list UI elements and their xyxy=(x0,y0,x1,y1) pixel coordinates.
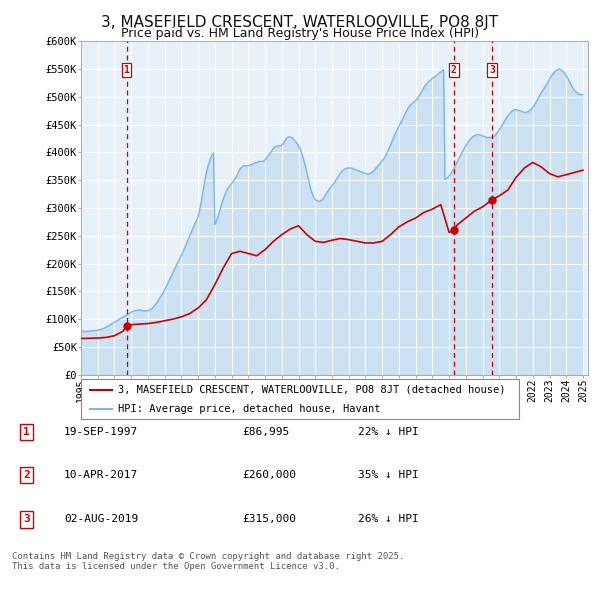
Text: 1: 1 xyxy=(124,65,130,74)
Text: 22% ↓ HPI: 22% ↓ HPI xyxy=(358,427,418,437)
Text: £86,995: £86,995 xyxy=(242,427,290,437)
Text: 3: 3 xyxy=(23,514,30,525)
Text: Contains HM Land Registry data © Crown copyright and database right 2025.
This d: Contains HM Land Registry data © Crown c… xyxy=(12,552,404,571)
Text: 35% ↓ HPI: 35% ↓ HPI xyxy=(358,470,418,480)
Text: 3, MASEFIELD CRESCENT, WATERLOOVILLE, PO8 8JT (detached house): 3, MASEFIELD CRESCENT, WATERLOOVILLE, PO… xyxy=(118,385,506,395)
Text: £315,000: £315,000 xyxy=(242,514,296,525)
Text: 10-APR-2017: 10-APR-2017 xyxy=(64,470,138,480)
Text: 3: 3 xyxy=(490,65,495,74)
Text: Price paid vs. HM Land Registry's House Price Index (HPI): Price paid vs. HM Land Registry's House … xyxy=(121,27,479,40)
Text: HPI: Average price, detached house, Havant: HPI: Average price, detached house, Hava… xyxy=(118,404,381,414)
Text: 3, MASEFIELD CRESCENT, WATERLOOVILLE, PO8 8JT: 3, MASEFIELD CRESCENT, WATERLOOVILLE, PO… xyxy=(101,15,499,30)
Text: 19-SEP-1997: 19-SEP-1997 xyxy=(64,427,138,437)
Text: £260,000: £260,000 xyxy=(242,470,296,480)
Text: 26% ↓ HPI: 26% ↓ HPI xyxy=(358,514,418,525)
Text: 02-AUG-2019: 02-AUG-2019 xyxy=(64,514,138,525)
Text: 1: 1 xyxy=(23,427,30,437)
Text: 2: 2 xyxy=(23,470,30,480)
Text: 2: 2 xyxy=(451,65,457,74)
FancyBboxPatch shape xyxy=(81,379,519,419)
